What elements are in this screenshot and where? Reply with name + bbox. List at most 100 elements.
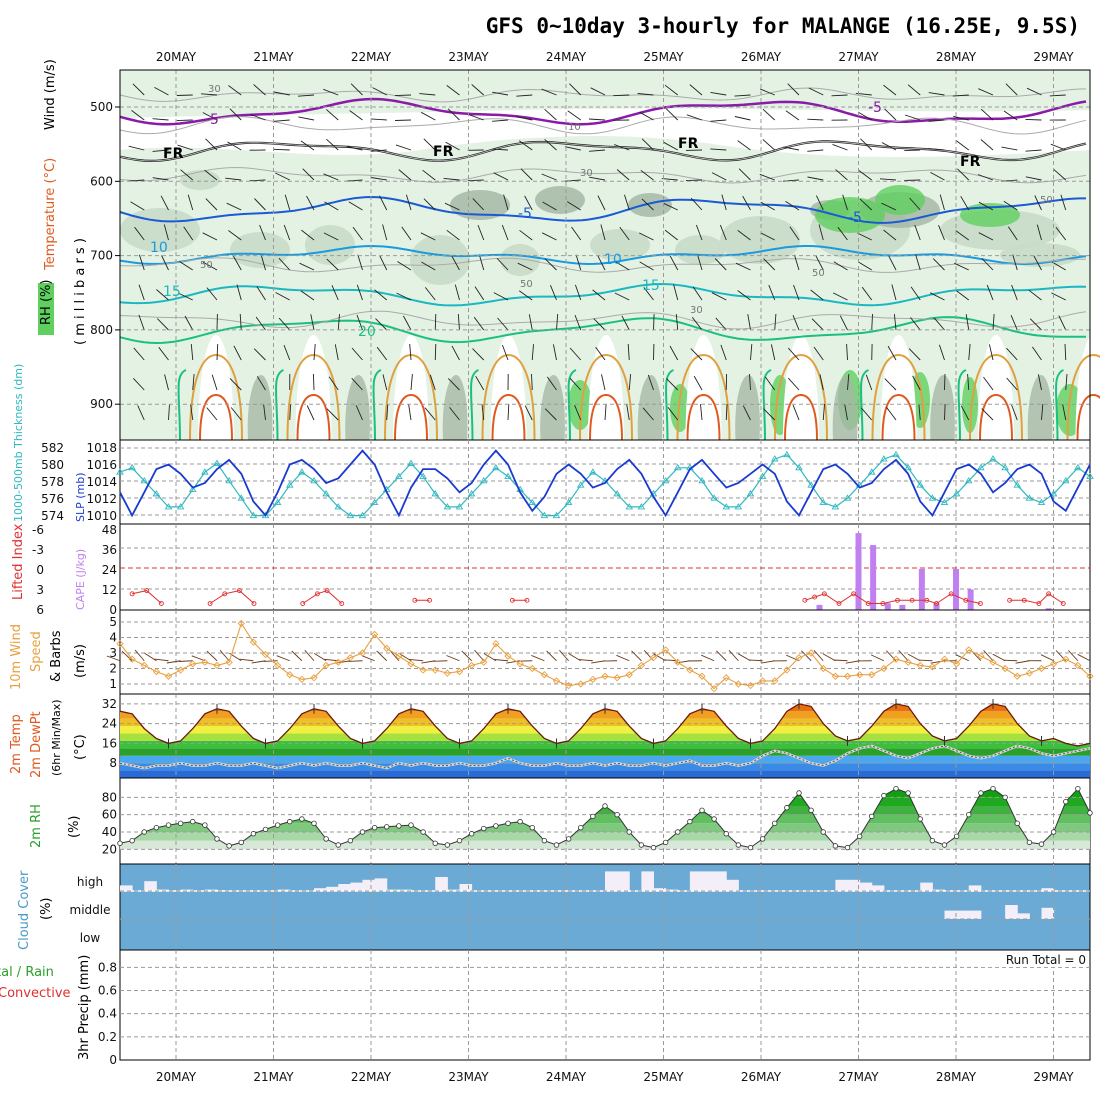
rh-point [493, 823, 499, 829]
wind-barb [938, 225, 945, 241]
wind-speed-point [261, 650, 270, 659]
wind-barb [759, 88, 775, 96]
wind-barb [904, 114, 921, 121]
thickness-point [661, 476, 670, 484]
wind-barb [944, 403, 946, 421]
wind-speed-point [164, 672, 173, 680]
wind-barb [233, 255, 242, 271]
wind-barb [815, 255, 824, 271]
wind-barb [372, 87, 387, 96]
high-cloud-bar [374, 878, 388, 891]
temp-tick: 16 [102, 736, 117, 750]
mid-cloud-bar [968, 910, 982, 919]
wind-barb [386, 403, 389, 421]
rh-contour [119, 116, 1087, 135]
wind-barb [273, 119, 290, 122]
wind-speed-line [119, 622, 1091, 690]
temperature-panel: 32 24 16 8 2m Temp 2m DewPt (6hr Min/Max) (… [9, 693, 1091, 779]
thickness-point [322, 490, 330, 497]
wind-barb [807, 118, 824, 121]
li-tick: 0 [36, 563, 44, 577]
wind-barb [960, 405, 970, 421]
wind-barb [621, 315, 630, 331]
wind-barb [1010, 315, 1018, 331]
wind-barb [1062, 404, 1067, 421]
wind-barb [478, 254, 485, 271]
rh-legend-swatch [38, 283, 54, 335]
isotherm-25 [286, 353, 341, 441]
wind-barb [859, 198, 873, 211]
wind-tick: 5 [109, 615, 117, 629]
wind-barb [887, 345, 897, 361]
wind-barb [403, 315, 412, 331]
wind-barb [574, 284, 582, 301]
surface-wind-barb [461, 650, 472, 662]
wind-barb [163, 224, 169, 241]
temp-tick: 24 [102, 717, 117, 731]
wind-barb [348, 201, 363, 211]
wind-barb [933, 317, 945, 331]
wind-barb [355, 405, 363, 421]
precip-tick: 0.6 [98, 984, 117, 998]
rh-point [893, 785, 899, 792]
surface-wind-barb [845, 660, 860, 664]
thickness-point [1074, 463, 1082, 471]
wind-barb [350, 83, 363, 96]
upper-axis-labels: RH (%) Temperature (°C) Wind (m/s) ( m i… [38, 59, 88, 345]
slp-tick: 1010 [86, 509, 117, 523]
wind-speed-point [480, 658, 488, 666]
surface-wind-barb [494, 659, 509, 662]
isotherm-20-lobe [567, 369, 577, 441]
wind-barb [396, 292, 412, 301]
rh-contour [119, 257, 1087, 273]
lifted-index-point [300, 601, 306, 606]
rh-point [1087, 810, 1093, 816]
rh-tick: 20 [102, 842, 117, 856]
slp-thickness-panel: 582 580 578 576 574 1018 1016 1014 1012 1010 1000… [12, 364, 1094, 525]
wind-barb [1025, 176, 1042, 181]
wind-barb [833, 261, 848, 271]
wind-speed-point [698, 672, 706, 680]
thickness-point [492, 463, 500, 471]
surface-wind-barb [336, 660, 351, 664]
mid-cloud-bar [1005, 905, 1018, 919]
wind-speed-point [758, 677, 767, 685]
surface-wind-barb [421, 660, 436, 664]
lifted-index-point [207, 601, 213, 606]
isotherm-30 [1076, 393, 1100, 441]
wind-barb [965, 314, 970, 331]
wind-barb [624, 194, 630, 211]
cape-bar [933, 603, 940, 610]
wind-barb [673, 284, 679, 301]
temperature-label: Temperature (°C) [43, 158, 58, 271]
wind-barb [310, 314, 315, 331]
surface-wind-barb [631, 650, 642, 662]
thickness-point [1013, 481, 1022, 488]
wind-barb [424, 407, 436, 421]
temperature-axis: 32 24 16 8 [102, 697, 117, 770]
wind-barb [549, 285, 557, 301]
isotherm-20-lobe [860, 369, 870, 441]
wind-barb [978, 232, 994, 241]
date-label-top: 26MAY [741, 50, 782, 64]
isotherm-20-lobe [665, 369, 675, 441]
wind-barb [544, 258, 557, 271]
wind-barb [493, 172, 509, 181]
surface-wind-barb [506, 660, 521, 664]
surface-wind-barb [907, 653, 921, 662]
wind-barb [891, 284, 897, 301]
wind-barb [661, 178, 678, 181]
precip-tick: 0.4 [98, 1007, 117, 1021]
cape-grid [120, 524, 1090, 610]
thickness-point [964, 476, 973, 484]
surface-wind-barb [885, 650, 897, 662]
rh-column [247, 375, 273, 440]
thickness-point [334, 503, 343, 510]
wind-barb [518, 140, 533, 151]
temp-band [120, 770, 1090, 778]
wind-barb [639, 261, 654, 271]
mid-cloud-bar [956, 910, 970, 919]
wind-barb [643, 287, 654, 301]
wind-barb [569, 377, 582, 391]
wind-barb [793, 284, 800, 301]
